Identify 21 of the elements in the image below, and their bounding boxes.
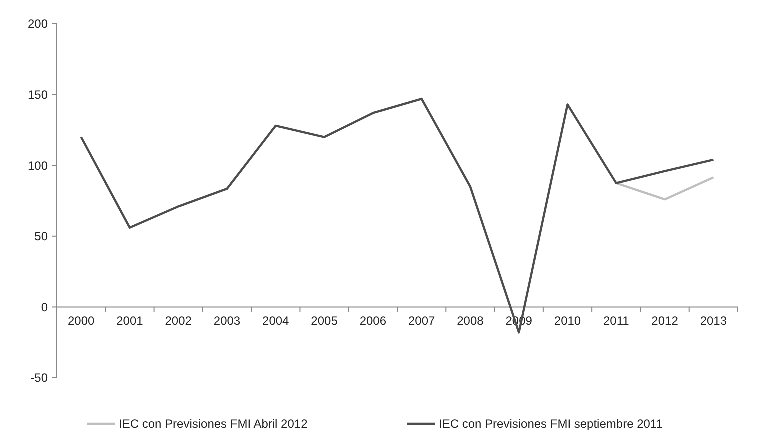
y-tick-label: 200 <box>28 17 48 32</box>
x-tick-label: 2006 <box>360 314 387 328</box>
x-tick-label: 2012 <box>652 314 679 328</box>
y-tick-label: 150 <box>28 88 48 102</box>
x-tick-label: 2003 <box>214 314 241 328</box>
x-tick-label: 2008 <box>457 314 484 328</box>
x-tick-label: 2001 <box>116 314 144 328</box>
x-tick-label: 2000 <box>68 314 95 328</box>
x-tick-label: 2002 <box>165 314 192 328</box>
y-tick-label: 0 <box>41 300 48 314</box>
x-tick-label: 2011 <box>603 314 630 328</box>
x-tick-label: 2005 <box>311 314 338 328</box>
y-tick-label: 50 <box>34 230 48 244</box>
y-tick-label: -50 <box>30 371 48 386</box>
x-tick-label: 2004 <box>262 314 290 328</box>
legend-label: IEC con Previsiones FMI Abril 2012 <box>119 417 308 432</box>
legend-label: IEC con Previsiones FMI septiembre 2011 <box>439 417 664 432</box>
x-tick-label: 2007 <box>408 314 436 328</box>
y-tick-label: 100 <box>28 158 48 173</box>
x-tick-label: 2013 <box>700 314 728 328</box>
x-tick-label: 2010 <box>554 314 582 328</box>
